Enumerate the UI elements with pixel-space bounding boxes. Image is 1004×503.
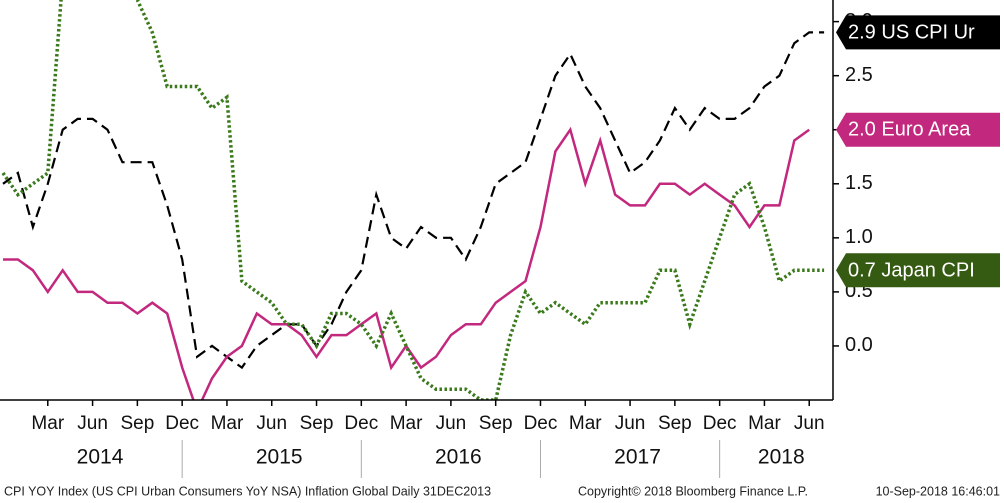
x-tick-label: Jun <box>256 413 287 434</box>
x-tick-label: Mar <box>31 413 64 434</box>
x-tick-label: Dec <box>703 413 737 434</box>
y-tick-label: 0.0 <box>845 334 873 356</box>
tag-value: 2.0 <box>848 119 876 141</box>
value-tag-text: 0.7 Japan CPI <box>848 260 975 282</box>
tag-value: 2.9 <box>848 22 876 44</box>
x-tick-label: Mar <box>748 413 781 434</box>
footer-source: CPI YOY Index (US CPI Urban Consumers Yo… <box>4 484 491 498</box>
x-tick-label: Dec <box>344 413 378 434</box>
plot-area <box>1 0 825 400</box>
year-label: 2017 <box>614 446 661 469</box>
x-tick-label: Sep <box>120 413 154 434</box>
x-tick-label: Dec <box>165 413 199 434</box>
tag-name: Japan CPI <box>881 260 974 282</box>
value-tag <box>836 15 1000 50</box>
value-tag-text: 2.9 US CPI Ur <box>848 22 975 44</box>
series-line <box>2 31 825 370</box>
value-tag-text: 2.0 Euro Area <box>848 119 971 141</box>
footer-timestamp: 10-Sep-2018 16:46:01 <box>876 484 1000 498</box>
x-tick-label: Sep <box>300 413 334 434</box>
y-tick-label: 1.0 <box>845 226 873 248</box>
x-tick-label: Jun <box>77 413 108 434</box>
footer-copyright: Copyright© 2018 Bloomberg Finance L.P. <box>578 484 808 498</box>
y-tick-label: 2.5 <box>845 64 873 86</box>
x-tick-label: Sep <box>658 413 692 434</box>
x-tick-label: Jun <box>794 413 825 434</box>
value-tag <box>836 112 1000 147</box>
x-tick-label: Jun <box>615 413 646 434</box>
tag-name: Euro Area <box>881 119 971 141</box>
year-label: 2014 <box>77 446 124 469</box>
x-tick-label: Mar <box>390 413 423 434</box>
x-tick-label: Dec <box>524 413 558 434</box>
year-label: 2018 <box>758 446 805 469</box>
y-tick-label: 1.5 <box>845 172 873 194</box>
series-line <box>1 0 825 400</box>
x-tick-label: Sep <box>479 413 513 434</box>
year-label: 2015 <box>256 446 303 469</box>
year-label: 2016 <box>435 446 482 469</box>
x-tick-label: Mar <box>211 413 244 434</box>
series-line <box>3 126 810 400</box>
tag-name: US CPI Ur <box>881 22 975 44</box>
tag-value: 0.7 <box>848 260 876 282</box>
x-tick-label: Mar <box>569 413 602 434</box>
value-tag <box>836 253 1000 288</box>
x-tick-label: Jun <box>436 413 467 434</box>
